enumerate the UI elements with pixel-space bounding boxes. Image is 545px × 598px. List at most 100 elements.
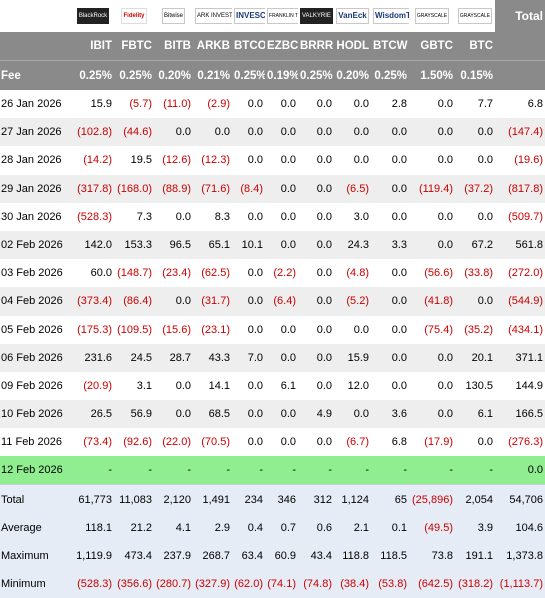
- summary-cell: (74.1): [265, 570, 298, 598]
- flow-cell: 6.1: [265, 371, 298, 401]
- flow-cell: 10.1: [232, 230, 265, 260]
- summary-cell: 118.1: [72, 513, 114, 542]
- flow-cell: 3.1: [114, 371, 154, 401]
- flow-cell: (119.4): [409, 174, 455, 203]
- summary-cell: 118.5: [371, 541, 409, 570]
- flow-cell: 0.0: [298, 259, 334, 288]
- summary-cell: 60.9: [265, 541, 298, 570]
- flow-cell: (102.8): [72, 118, 114, 147]
- flow-cell: 0.0: [455, 287, 495, 316]
- today-row: 12 Feb 2026- - - - - - - - - - -0.0: [0, 456, 545, 485]
- flow-cell: 0.0: [409, 371, 455, 401]
- fee-value: 0.25%: [72, 60, 114, 90]
- ticker-header: ARKB: [193, 32, 232, 61]
- flow-cell: 0.0: [232, 428, 265, 457]
- flow-cell: 12.0: [334, 371, 371, 401]
- flow-cell: 0.0: [232, 400, 265, 429]
- summary-cell: 11,083: [114, 484, 154, 514]
- flow-cell: (37.2): [455, 174, 495, 203]
- summary-cell: 65: [371, 484, 409, 514]
- flow-cell: -: [334, 456, 371, 485]
- vaneck-logo: VanEck: [336, 8, 369, 24]
- fee-value: 0.19%: [265, 60, 298, 90]
- table-row: 03 Feb 2026 60.0 (148.7) (23.4) (62.5) 0.0 (2.…: [0, 259, 545, 288]
- summary-cell: 234: [232, 484, 265, 514]
- flow-cell: 0.0: [154, 287, 193, 316]
- flow-cell: (168.0): [114, 174, 154, 203]
- row-date: 30 Jan 2026: [0, 202, 72, 231]
- flow-cell: 68.5: [193, 400, 232, 429]
- flow-cell: 0.0: [298, 146, 334, 175]
- flow-cell: 15.9: [334, 343, 371, 372]
- summary-cell: 43.4: [298, 541, 334, 570]
- table-row: 11 Feb 2026 (73.4) (92.6) (22.0) (70.5) 0.0 0.…: [0, 428, 545, 457]
- flow-cell: (373.4): [72, 287, 114, 316]
- flow-cell: 0.0: [371, 343, 409, 372]
- flow-cell: (41.8): [409, 287, 455, 316]
- summary-cell: 2,054: [455, 484, 495, 514]
- row-total: 6.8: [495, 90, 545, 119]
- flow-cell: 43.3: [193, 343, 232, 372]
- table-row: 02 Feb 2026 142.0 153.3 96.5 65.1 10.1 0.0 0.0 2…: [0, 230, 545, 260]
- flow-cell: 65.1: [193, 230, 232, 260]
- flow-cell: 4.9: [298, 400, 334, 429]
- flow-cell: 0.0: [265, 428, 298, 457]
- flow-cell: 0.0: [154, 371, 193, 401]
- issuer-logo-cell: Bitwise: [154, 0, 193, 32]
- flow-cell: -: [193, 456, 232, 485]
- row-date: 29 Jan 2026: [0, 174, 72, 203]
- summary-cell: (25,896): [409, 484, 455, 514]
- flow-cell: 0.0: [265, 174, 298, 203]
- flow-cell: 0.0: [298, 371, 334, 401]
- flow-cell: 0.0: [298, 174, 334, 203]
- summary-cell: 0.4: [232, 513, 265, 542]
- flow-cell: (35.2): [455, 315, 495, 344]
- flow-cell: (12.3): [193, 146, 232, 175]
- flow-cell: -: [232, 456, 265, 485]
- flow-cell: -: [455, 456, 495, 485]
- flow-cell: (12.6): [154, 146, 193, 175]
- flow-cell: (6.5): [334, 174, 371, 203]
- summary-cell: (49.5): [409, 513, 455, 542]
- flow-cell: (71.6): [193, 174, 232, 203]
- fee-value: 0.20%: [154, 60, 193, 90]
- flow-cell: 130.5: [455, 371, 495, 401]
- summary-cell: 1,491: [193, 484, 232, 514]
- summary-cell: 63.4: [232, 541, 265, 570]
- flow-cell: 0.0: [334, 146, 371, 175]
- flow-cell: 0.0: [298, 90, 334, 119]
- issuer-logo-cell: GRAYSCALE: [409, 0, 455, 32]
- table-row: 06 Feb 2026 231.6 24.5 28.7 43.3 7.0 0.0 0.0 15.…: [0, 343, 545, 372]
- table-row: 29 Jan 2026 (317.8) (168.0) (88.9) (71.6) (8.…: [0, 174, 545, 203]
- flow-cell: 0.0: [232, 259, 265, 288]
- fidelity-logo: Fidelity: [121, 8, 147, 24]
- flow-cell: 0.0: [232, 146, 265, 175]
- issuer-logo-cell: VALKYRIE: [298, 0, 334, 32]
- flow-cell: 0.0: [298, 202, 334, 231]
- flow-cell: (317.8): [72, 174, 114, 203]
- summary-row-average: Average 118.1 21.2 4.1 2.9 0.4 0.7 0.6 2.1 0.1 (49…: [0, 513, 545, 542]
- summary-cell: 268.7: [193, 541, 232, 570]
- flow-cell: 0.0: [232, 118, 265, 147]
- row-date: 09 Feb 2026: [0, 371, 72, 401]
- flow-cell: 0.0: [232, 202, 265, 231]
- flow-cell: (75.4): [409, 315, 455, 344]
- ticker-header: BITB: [154, 32, 193, 61]
- ticker-header: BRRR: [298, 32, 334, 61]
- row-total: 144.9: [495, 371, 545, 401]
- flow-cell: (86.4): [114, 287, 154, 316]
- flow-cell: 0.0: [409, 118, 455, 147]
- table-row: 05 Feb 2026 (175.3) (109.5) (15.6) (23.1) 0.0…: [0, 315, 545, 344]
- summary-cell: 0.6: [298, 513, 334, 542]
- issuer-logo-cell: WisdomTree: [371, 0, 409, 32]
- flow-cell: -: [154, 456, 193, 485]
- flow-cell: 0.0: [265, 315, 298, 344]
- flow-cell: (2.9): [193, 90, 232, 119]
- flow-cell: (44.6): [114, 118, 154, 147]
- flow-cell: 0.0: [334, 118, 371, 147]
- flow-cell: (73.4): [72, 428, 114, 457]
- fee-value: 0.21%: [193, 60, 232, 90]
- table-row: 30 Jan 2026 (528.3) 7.3 0.0 8.3 0.0 0.0 0.0 3.0 0…: [0, 202, 545, 231]
- ticker-header: GBTC: [409, 32, 455, 61]
